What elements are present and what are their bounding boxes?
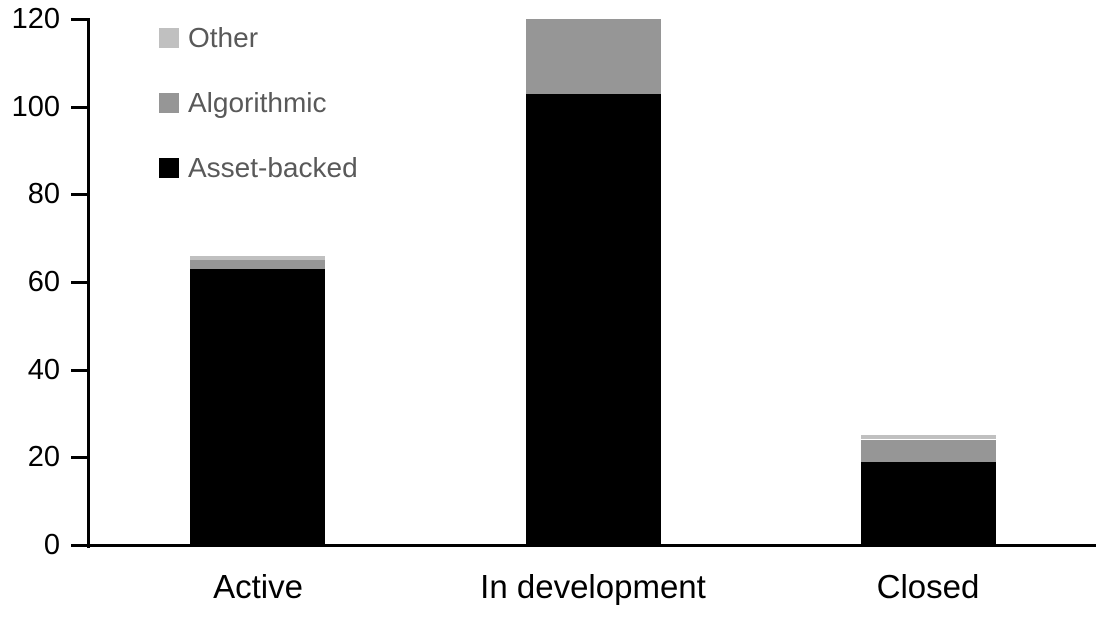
category-label: Active — [213, 568, 303, 605]
legend-swatch-algorithmic — [159, 93, 179, 113]
category-label: Closed — [876, 568, 980, 605]
y-tick — [71, 369, 90, 372]
bar-segment-asset-backed — [190, 269, 325, 545]
legend-swatch-other — [159, 28, 179, 48]
y-tick-label: 0 — [43, 529, 60, 561]
y-tick — [71, 281, 90, 284]
legend-label: Algorithmic — [188, 87, 327, 118]
y-tick-label: 120 — [11, 3, 60, 35]
y-tick-label: 60 — [27, 266, 60, 298]
bar-segment-algorithmic — [190, 260, 325, 269]
y-tick-label: 80 — [27, 178, 60, 210]
y-tick-label: 100 — [11, 91, 60, 123]
legend-label: Asset-backed — [188, 152, 358, 183]
y-tick — [71, 18, 90, 21]
category-label: In development — [480, 568, 706, 605]
y-tick-label: 40 — [27, 354, 60, 386]
y-tick — [71, 544, 90, 547]
legend-label: Other — [188, 22, 259, 53]
bar-segment-other — [190, 256, 325, 260]
legend-item: Other — [159, 22, 259, 53]
bar-segment-other — [861, 435, 996, 439]
bar-segment-asset-backed — [526, 94, 661, 545]
legend-item: Asset-backed — [159, 152, 358, 183]
y-tick — [71, 193, 90, 196]
legend-swatch-asset-backed — [159, 158, 179, 178]
bar-segment-asset-backed — [861, 462, 996, 545]
y-tick — [71, 456, 90, 459]
y-tick-label: 20 — [27, 441, 60, 473]
x-axis-line — [87, 544, 1096, 547]
bar-segment-algorithmic — [861, 440, 996, 462]
y-tick — [71, 106, 90, 109]
legend-item: Algorithmic — [159, 87, 327, 118]
bar-segment-algorithmic — [526, 19, 661, 94]
